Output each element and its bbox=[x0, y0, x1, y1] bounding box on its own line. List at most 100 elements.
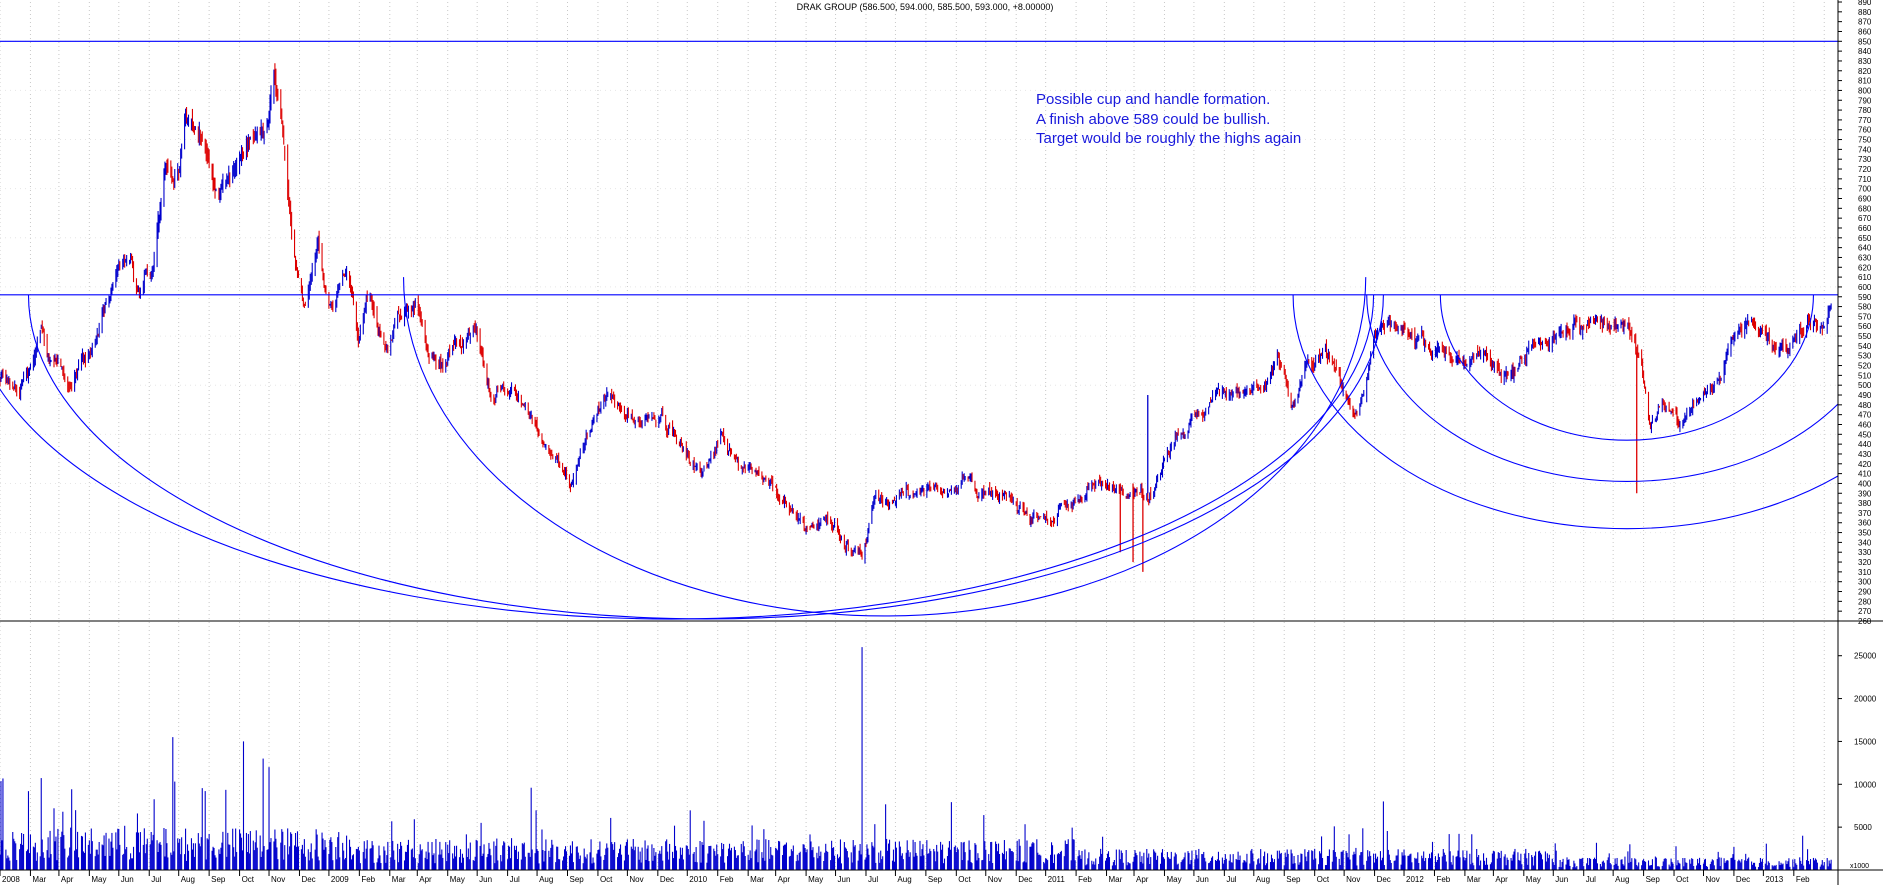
volume-tick-label: 25000 bbox=[1854, 652, 1877, 661]
price-tick-label: 450 bbox=[1858, 430, 1872, 439]
x-tick-label: Jul bbox=[1586, 875, 1596, 884]
x-tick-label: Apr bbox=[61, 875, 74, 884]
price-bars bbox=[0, 63, 1832, 572]
chart-title: DRAK GROUP (586.500, 594.000, 585.500, 5… bbox=[797, 2, 1054, 12]
price-tick-label: 660 bbox=[1858, 224, 1872, 233]
price-tick-label: 560 bbox=[1858, 322, 1872, 331]
price-tick-label: 730 bbox=[1858, 155, 1872, 164]
price-tick-label: 480 bbox=[1858, 401, 1872, 410]
x-tick-label: 2011 bbox=[1048, 875, 1066, 884]
annotation-text: Possible cup and handle formation. A fin… bbox=[1036, 91, 1301, 147]
x-tick-label: Jul bbox=[1226, 875, 1236, 884]
x-tick-label: Nov bbox=[988, 875, 1002, 884]
price-tick-label: 340 bbox=[1858, 538, 1872, 547]
overlay-lines bbox=[0, 40, 1838, 620]
arc-line bbox=[1439, 294, 1814, 440]
price-tick-label: 350 bbox=[1858, 529, 1872, 538]
price-tick-label: 280 bbox=[1858, 597, 1872, 606]
x-tick-label: Mar bbox=[1467, 875, 1481, 884]
price-tick-label: 880 bbox=[1858, 8, 1872, 17]
price-tick-label: 650 bbox=[1858, 234, 1872, 243]
x-tick-label: Nov bbox=[271, 875, 285, 884]
x-tick-label: May bbox=[1166, 875, 1181, 884]
x-tick-label: Mar bbox=[1109, 875, 1123, 884]
volume-tick-label: 15000 bbox=[1854, 737, 1877, 746]
arc-line bbox=[27, 294, 1384, 620]
x-tick-label: Sep bbox=[1286, 875, 1301, 884]
price-tick-label: 420 bbox=[1858, 460, 1872, 469]
price-tick-label: 700 bbox=[1858, 185, 1872, 194]
grid-layer bbox=[0, 2, 1838, 870]
price-tick-label: 740 bbox=[1858, 145, 1872, 154]
x-tick-label: Feb bbox=[1796, 875, 1810, 884]
x-tick-label: Mar bbox=[32, 875, 46, 884]
price-tick-label: 890 bbox=[1858, 0, 1872, 7]
price-tick-label: 630 bbox=[1858, 253, 1872, 262]
price-tick-label: 270 bbox=[1858, 607, 1872, 616]
x-tick-label: Jun bbox=[838, 875, 851, 884]
x-tick-label: Mar bbox=[750, 875, 764, 884]
x-tick-label: Dec bbox=[1018, 875, 1032, 884]
x-tick-label: May bbox=[1526, 875, 1541, 884]
x-tick-label: Jul bbox=[151, 875, 161, 884]
price-tick-label: 570 bbox=[1858, 312, 1872, 321]
x-tick-label: 2012 bbox=[1406, 875, 1424, 884]
volume-tick-label: 10000 bbox=[1854, 780, 1877, 789]
x-tick-label: Apr bbox=[778, 875, 791, 884]
x-tick-label: Aug bbox=[539, 875, 553, 884]
x-tick-label: Apr bbox=[1495, 875, 1508, 884]
x-tick-label: Aug bbox=[1256, 875, 1270, 884]
price-tick-label: 510 bbox=[1858, 371, 1872, 380]
x-tick-label: Dec bbox=[660, 875, 674, 884]
price-tick-label: 800 bbox=[1858, 86, 1872, 95]
price-tick-label: 680 bbox=[1858, 204, 1872, 213]
price-tick-label: 610 bbox=[1858, 273, 1872, 282]
price-tick-label: 460 bbox=[1858, 420, 1872, 429]
price-tick-label: 870 bbox=[1858, 18, 1872, 27]
x-tick-label: 2013 bbox=[1765, 875, 1783, 884]
price-tick-label: 310 bbox=[1858, 568, 1872, 577]
x-tick-label: Oct bbox=[242, 875, 255, 884]
price-tick-label: 410 bbox=[1858, 470, 1872, 479]
x-tick-label: Oct bbox=[958, 875, 971, 884]
price-tick-label: 580 bbox=[1858, 303, 1872, 312]
price-tick-label: 770 bbox=[1858, 116, 1872, 125]
price-tick-label: 430 bbox=[1858, 450, 1872, 459]
price-tick-label: 640 bbox=[1858, 244, 1872, 253]
price-tick-label: 820 bbox=[1858, 67, 1872, 76]
x-tick-label: 2009 bbox=[331, 875, 349, 884]
volume-tick-label: 20000 bbox=[1854, 695, 1877, 704]
x-tick-label: Feb bbox=[720, 875, 734, 884]
price-tick-label: 810 bbox=[1858, 77, 1872, 86]
x-tick-label: Oct bbox=[1317, 875, 1330, 884]
price-tick-label: 320 bbox=[1858, 558, 1872, 567]
x-tick-label: Jun bbox=[121, 875, 134, 884]
price-tick-label: 500 bbox=[1858, 381, 1872, 390]
x-tick-label: Sep bbox=[928, 875, 943, 884]
price-tick-label: 790 bbox=[1858, 96, 1872, 105]
x-tick-label: Nov bbox=[1346, 875, 1360, 884]
x-tick-label: Sep bbox=[211, 875, 226, 884]
x-tick-label: Dec bbox=[1736, 875, 1750, 884]
price-tick-label: 620 bbox=[1858, 263, 1872, 272]
x-tick-label: Nov bbox=[1705, 875, 1719, 884]
price-tick-label: 380 bbox=[1858, 499, 1872, 508]
price-tick-label: 440 bbox=[1858, 440, 1872, 449]
x-tick-label: 2010 bbox=[689, 875, 707, 884]
x-tick-label: May bbox=[450, 875, 465, 884]
price-tick-label: 360 bbox=[1858, 519, 1872, 528]
x-tick-label: Oct bbox=[600, 875, 613, 884]
x-tick-label: Jul bbox=[510, 875, 520, 884]
x-tick-label: Apr bbox=[419, 875, 432, 884]
price-tick-label: 850 bbox=[1858, 37, 1872, 46]
arc-group bbox=[0, 277, 1838, 620]
x-tick-label: Dec bbox=[1377, 875, 1391, 884]
x-tick-label: Apr bbox=[1136, 875, 1149, 884]
x-tick-label: Sep bbox=[570, 875, 585, 884]
x-tick-label: Mar bbox=[392, 875, 406, 884]
price-tick-label: 720 bbox=[1858, 165, 1872, 174]
price-tick-label: 550 bbox=[1858, 332, 1872, 341]
price-tick-label: 710 bbox=[1858, 175, 1872, 184]
volume-tick-label: 5000 bbox=[1854, 823, 1872, 832]
